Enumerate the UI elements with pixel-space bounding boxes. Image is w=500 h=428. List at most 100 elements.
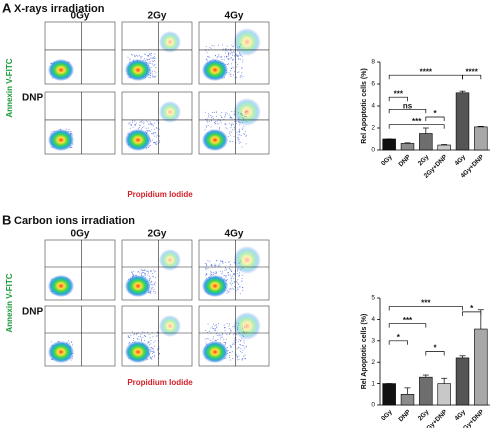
event-dot xyxy=(145,59,147,61)
density xyxy=(48,59,74,81)
event-dot xyxy=(148,145,150,147)
event-dot xyxy=(214,265,216,267)
event-dot xyxy=(143,121,145,123)
event-dot xyxy=(221,333,223,335)
event-dot xyxy=(133,334,135,336)
event-dot xyxy=(68,128,70,130)
event-dot xyxy=(147,121,149,123)
significance-bracket xyxy=(462,74,482,80)
flow-plot xyxy=(44,21,116,85)
event-dot xyxy=(138,339,140,341)
event-dot xyxy=(151,139,153,141)
event-dot xyxy=(231,117,233,119)
event-dot xyxy=(245,346,247,348)
event-dot xyxy=(134,54,136,56)
bar xyxy=(382,138,396,151)
event-dot xyxy=(234,128,236,130)
event-dot xyxy=(154,132,156,134)
event-dot xyxy=(229,333,231,335)
event-dot xyxy=(216,120,218,122)
event-dot xyxy=(154,128,156,130)
event-dot xyxy=(153,288,155,290)
event-dot xyxy=(148,291,150,293)
event-dot xyxy=(239,293,241,295)
event-dot xyxy=(239,343,241,345)
event-dot xyxy=(245,345,247,347)
event-dot xyxy=(156,128,158,130)
event-dot xyxy=(155,72,157,74)
event-dot xyxy=(71,146,73,148)
event-dot xyxy=(151,358,153,360)
event-dot xyxy=(225,111,227,113)
event-dot xyxy=(132,273,134,275)
event-dot xyxy=(150,54,152,56)
event-dot xyxy=(150,270,152,272)
event-dot xyxy=(205,338,207,340)
event-dot xyxy=(153,283,155,285)
event-dot xyxy=(232,54,234,56)
event-dot xyxy=(154,76,156,78)
event-dot xyxy=(236,53,238,55)
event-dot xyxy=(230,124,232,126)
event-dot xyxy=(233,58,235,60)
event-dot xyxy=(215,273,217,275)
event-dot xyxy=(230,75,232,77)
event-dot xyxy=(207,56,209,58)
event-dot xyxy=(151,284,153,286)
event-dot xyxy=(237,282,239,284)
event-dot xyxy=(151,63,153,65)
event-dot xyxy=(128,336,130,338)
density xyxy=(48,341,74,363)
density xyxy=(125,59,151,81)
event-dot xyxy=(151,133,153,135)
event-dot xyxy=(223,59,225,61)
event-dot xyxy=(148,58,150,60)
event-dot xyxy=(140,334,142,336)
event-dot xyxy=(214,330,216,332)
flow-plot xyxy=(198,21,270,85)
event-dot xyxy=(230,131,232,133)
event-dot xyxy=(148,292,150,294)
event-dot xyxy=(216,340,218,342)
event-dot xyxy=(129,337,131,339)
event-dot xyxy=(138,270,140,272)
event-dot xyxy=(225,124,227,126)
event-dot xyxy=(216,116,218,118)
significance-label: *** xyxy=(412,117,422,126)
event-dot xyxy=(134,124,136,126)
event-dot xyxy=(221,334,223,336)
event-dot xyxy=(127,335,129,337)
event-dot xyxy=(216,57,218,59)
event-dot xyxy=(218,55,220,57)
density xyxy=(159,101,181,123)
x-tick-label: DNP xyxy=(397,408,412,423)
event-dot xyxy=(231,351,233,353)
event-dot xyxy=(216,260,218,262)
event-dot xyxy=(155,143,157,145)
event-dot xyxy=(237,139,239,141)
flow-plot xyxy=(198,239,270,301)
event-dot xyxy=(241,358,243,360)
event-dot xyxy=(208,56,210,58)
event-dot xyxy=(206,120,208,122)
event-dot xyxy=(240,55,242,57)
event-dot xyxy=(236,290,238,292)
event-dot xyxy=(143,270,145,272)
event-dot xyxy=(215,111,217,113)
event-dot xyxy=(151,53,153,55)
event-dot xyxy=(129,122,131,124)
event-dot xyxy=(210,47,212,49)
event-dot xyxy=(217,56,219,58)
event-dot xyxy=(153,291,155,293)
event-dot xyxy=(152,347,154,349)
event-dot xyxy=(141,331,143,333)
event-dot xyxy=(51,131,53,133)
flow-plot xyxy=(121,305,193,367)
event-dot xyxy=(155,132,157,134)
event-dot xyxy=(130,124,132,126)
event-dot xyxy=(240,141,242,143)
density xyxy=(125,341,151,363)
event-dot xyxy=(216,334,218,336)
event-dot xyxy=(136,54,138,56)
